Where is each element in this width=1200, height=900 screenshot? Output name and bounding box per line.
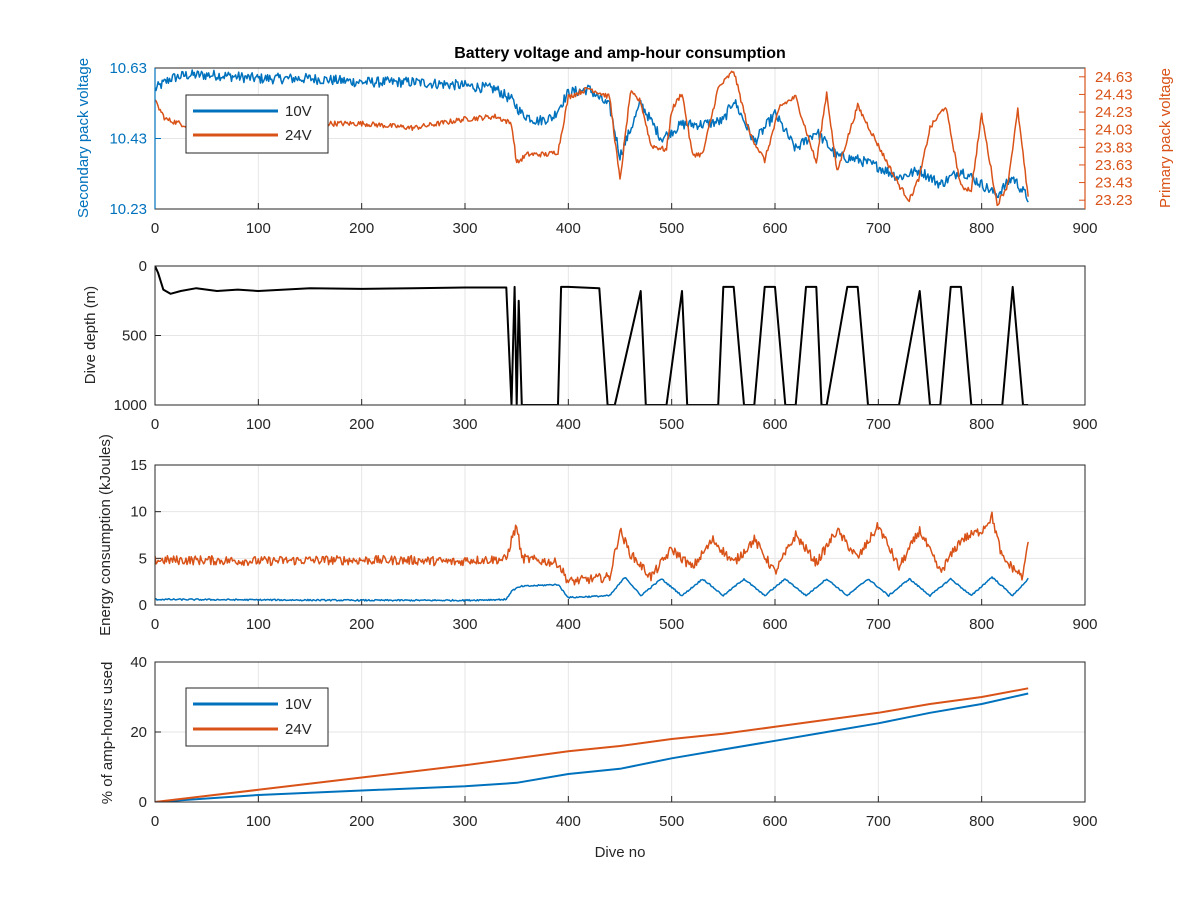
x-tick-label: 100 bbox=[246, 220, 271, 237]
x-tick-label: 100 bbox=[246, 416, 271, 433]
x-tick-label: 700 bbox=[866, 616, 891, 633]
y-right-tick-label: 24.03 bbox=[1095, 122, 1133, 139]
x-tick-label: 500 bbox=[659, 616, 684, 633]
x-tick-label: 800 bbox=[969, 220, 994, 237]
series-line-0 bbox=[155, 511, 1029, 586]
x-tick-label: 800 bbox=[969, 616, 994, 633]
x-tick-label: 900 bbox=[1072, 416, 1097, 433]
legend-label-24v: 24V bbox=[285, 127, 312, 144]
x-tick-label: 300 bbox=[452, 813, 477, 830]
axes-box bbox=[154, 464, 1086, 606]
x-tick-label: 700 bbox=[866, 220, 891, 237]
y-tick-label: 10 bbox=[130, 504, 147, 521]
axes-box bbox=[154, 661, 1086, 803]
legend: 10V 24V bbox=[185, 687, 329, 747]
x-tick-label: 900 bbox=[1072, 220, 1097, 237]
y-tick-label: 0 bbox=[139, 258, 147, 275]
x-tick-label: 300 bbox=[452, 416, 477, 433]
x-axis-label: Dive no bbox=[595, 844, 646, 861]
y-tick-label: 0 bbox=[139, 794, 147, 811]
y-tick-label: 1000 bbox=[114, 397, 147, 414]
x-tick-label: 900 bbox=[1072, 813, 1097, 830]
y-right-tick-label: 24.63 bbox=[1095, 69, 1133, 86]
y-axis-label: Dive depth (m) bbox=[82, 286, 99, 384]
y-tick-label: 10.23 bbox=[109, 201, 147, 218]
legend-box bbox=[185, 94, 329, 154]
x-tick-label: 600 bbox=[762, 616, 787, 633]
x-tick-label: 900 bbox=[1072, 616, 1097, 633]
amp-hours-panel: % of amp-hours used Dive no 0 100 200 300 40… bbox=[99, 654, 1098, 861]
series-line-0 bbox=[155, 692, 1029, 802]
x-tick-label: 500 bbox=[659, 416, 684, 433]
series-line-1 bbox=[155, 576, 1029, 602]
legend: 10V 24V bbox=[185, 94, 329, 154]
x-tick-label: 600 bbox=[762, 813, 787, 830]
y-tick-label: 10.43 bbox=[109, 131, 147, 148]
y-axis-label: Energy consumption (kJoules) bbox=[97, 434, 114, 636]
x-tick-label: 300 bbox=[452, 220, 477, 237]
chart-title: Battery voltage and amp-hour consumption bbox=[454, 45, 786, 62]
x-tick-label: 600 bbox=[762, 220, 787, 237]
y-axis-label-right: Primary pack voltage bbox=[1157, 68, 1174, 208]
series-line-1 bbox=[155, 687, 1029, 802]
x-tick-label: 800 bbox=[969, 813, 994, 830]
series-group bbox=[155, 266, 1029, 405]
x-tick-label: 0 bbox=[151, 220, 159, 237]
y-tick-label: 5 bbox=[139, 550, 147, 567]
x-tick-label: 400 bbox=[556, 416, 581, 433]
x-tick-label: 700 bbox=[866, 416, 891, 433]
legend-label-10v: 10V bbox=[285, 103, 312, 120]
y-tick-label: 10.63 bbox=[109, 60, 147, 77]
x-tick-label: 0 bbox=[151, 813, 159, 830]
x-tick-label: 0 bbox=[151, 416, 159, 433]
x-tick-label: 400 bbox=[556, 813, 581, 830]
x-tick-label: 500 bbox=[659, 813, 684, 830]
y-right-tick-label: 23.43 bbox=[1095, 175, 1133, 192]
legend-label-10v: 10V bbox=[285, 696, 312, 713]
energy-panel: Energy consumption (kJoules) 0 100 200 300 4… bbox=[97, 434, 1098, 636]
y-tick-label: 15 bbox=[130, 457, 147, 474]
y-axis-label-left: Secondary pack voltage bbox=[75, 58, 92, 218]
depth-panel: Dive depth (m) 0 100 200 300 400 500 600 700 800… bbox=[82, 258, 1098, 433]
x-tick-label: 400 bbox=[556, 220, 581, 237]
x-tick-label: 300 bbox=[452, 616, 477, 633]
series-line-0 bbox=[155, 69, 1029, 203]
x-tick-label: 200 bbox=[349, 813, 374, 830]
x-tick-label: 200 bbox=[349, 616, 374, 633]
y-right-tick-label: 23.23 bbox=[1095, 192, 1133, 209]
x-tick-label: 200 bbox=[349, 416, 374, 433]
x-tick-label: 400 bbox=[556, 616, 581, 633]
x-tick-label: 600 bbox=[762, 416, 787, 433]
y-right-tick-label: 23.63 bbox=[1095, 157, 1133, 174]
x-tick-label: 100 bbox=[246, 813, 271, 830]
series-group bbox=[155, 687, 1029, 802]
y-right-tick-label: 24.43 bbox=[1095, 86, 1133, 103]
x-tick-label: 800 bbox=[969, 416, 994, 433]
series-line-0 bbox=[155, 266, 1029, 405]
y-right-tick-label: 24.23 bbox=[1095, 104, 1133, 121]
x-tick-label: 100 bbox=[246, 616, 271, 633]
x-tick-label: 0 bbox=[151, 616, 159, 633]
y-tick-label: 500 bbox=[122, 328, 147, 345]
legend-box bbox=[185, 687, 329, 747]
y-axis-label: % of amp-hours used bbox=[99, 662, 116, 805]
series-group bbox=[155, 511, 1029, 602]
legend-label-24v: 24V bbox=[285, 721, 312, 738]
x-tick-label: 700 bbox=[866, 813, 891, 830]
x-tick-label: 500 bbox=[659, 220, 684, 237]
y-tick-label: 40 bbox=[130, 654, 147, 671]
axes-box bbox=[154, 265, 1086, 406]
y-tick-label: 0 bbox=[139, 597, 147, 614]
y-right-tick-label: 23.83 bbox=[1095, 139, 1133, 156]
x-tick-label: 200 bbox=[349, 220, 374, 237]
voltage-panel: Battery voltage and amp-hour consumption… bbox=[75, 45, 1174, 237]
y-tick-label: 20 bbox=[130, 724, 147, 741]
